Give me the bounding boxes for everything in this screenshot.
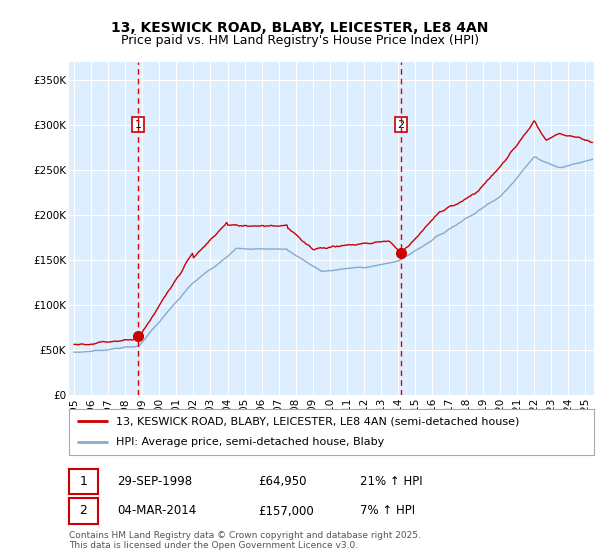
Text: 13, KESWICK ROAD, BLABY, LEICESTER, LE8 4AN: 13, KESWICK ROAD, BLABY, LEICESTER, LE8 … bbox=[112, 21, 488, 35]
Text: 04-MAR-2014: 04-MAR-2014 bbox=[117, 505, 196, 517]
Text: 21% ↑ HPI: 21% ↑ HPI bbox=[360, 475, 422, 488]
Text: 7% ↑ HPI: 7% ↑ HPI bbox=[360, 505, 415, 517]
Text: 29-SEP-1998: 29-SEP-1998 bbox=[117, 475, 192, 488]
Text: HPI: Average price, semi-detached house, Blaby: HPI: Average price, semi-detached house,… bbox=[116, 437, 385, 447]
Text: 13, KESWICK ROAD, BLABY, LEICESTER, LE8 4AN (semi-detached house): 13, KESWICK ROAD, BLABY, LEICESTER, LE8 … bbox=[116, 416, 520, 426]
Text: 1: 1 bbox=[79, 475, 88, 488]
Text: £64,950: £64,950 bbox=[258, 475, 307, 488]
Text: £157,000: £157,000 bbox=[258, 505, 314, 517]
Text: 1: 1 bbox=[134, 120, 142, 129]
Text: Contains HM Land Registry data © Crown copyright and database right 2025.
This d: Contains HM Land Registry data © Crown c… bbox=[69, 531, 421, 550]
Text: 2: 2 bbox=[79, 505, 88, 517]
Text: Price paid vs. HM Land Registry's House Price Index (HPI): Price paid vs. HM Land Registry's House … bbox=[121, 34, 479, 46]
Text: 2: 2 bbox=[397, 120, 404, 129]
